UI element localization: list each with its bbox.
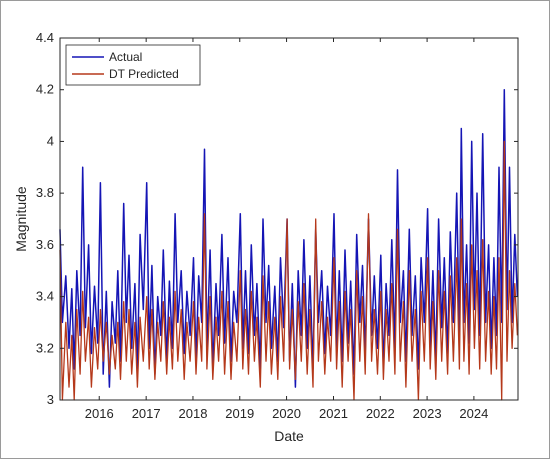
x-axis-label: Date (274, 428, 304, 444)
x-tick-label: 2023 (413, 406, 442, 421)
series-line-0 (59, 88, 519, 388)
x-tick-label: 2022 (366, 406, 395, 421)
x-tick-label: 2018 (179, 406, 208, 421)
legend-label-actual: Actual (109, 50, 142, 64)
y-tick-label: 3.8 (36, 185, 54, 200)
x-tick-label: 2020 (272, 406, 301, 421)
series-layer (59, 88, 519, 401)
x-tick-label: 2021 (319, 406, 348, 421)
x-tick-label: 2016 (85, 406, 114, 421)
y-tick-label: 3.6 (36, 237, 54, 252)
y-tick-label: 3 (47, 392, 54, 407)
y-tick-label: 4.2 (36, 82, 54, 97)
plot-frame (59, 37, 519, 401)
y-tick-label: 4.4 (36, 30, 54, 45)
y-axis-label: Magnitude (13, 186, 29, 252)
x-tick-label: 2017 (132, 406, 161, 421)
y-tick-label: 4 (47, 133, 54, 148)
legend-box (65, 44, 201, 86)
x-tick-label: 2019 (225, 406, 254, 421)
series-line-1 (59, 140, 519, 401)
legend: Actual DT Predicted (65, 44, 201, 86)
x-tick-label: 2024 (459, 406, 488, 421)
legend-label-dt-predicted: DT Predicted (109, 67, 179, 81)
y-tick-label: 3.2 (36, 340, 54, 355)
y-tick-label: 3.4 (36, 289, 54, 304)
tick-layer: 3 3.2 3.4 3.6 3.8 4 4.2 4.4 2016 2017 2018 2019 2020… (36, 30, 518, 421)
